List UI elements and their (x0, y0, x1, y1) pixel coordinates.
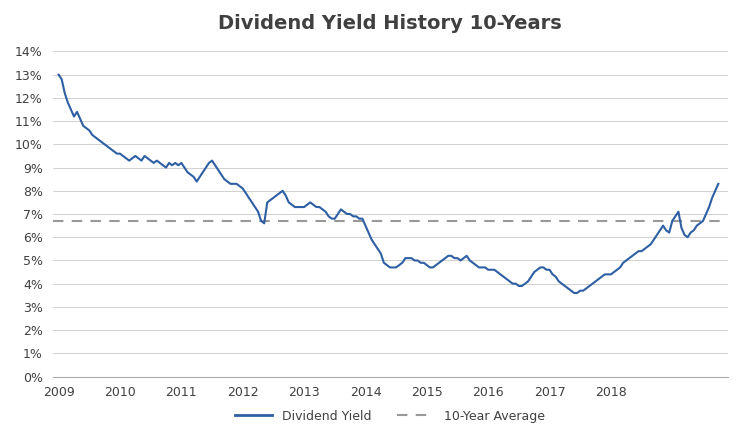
Legend: Dividend Yield, 10-Year Average: Dividend Yield, 10-Year Average (230, 404, 550, 427)
Title: Dividend Yield History 10-Years: Dividend Yield History 10-Years (218, 14, 562, 33)
